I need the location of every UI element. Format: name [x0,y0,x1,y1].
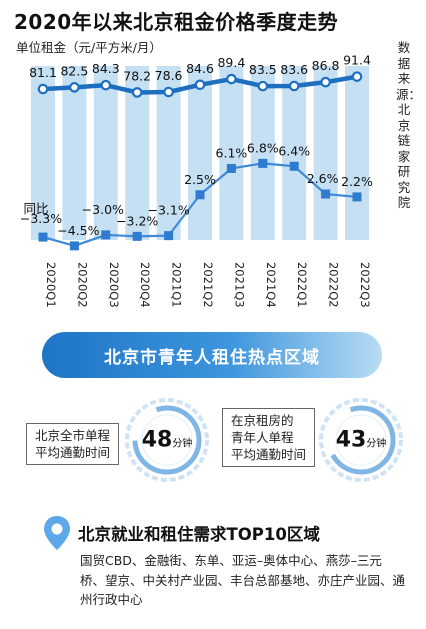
citywide-commute-gauge: 48 分钟 [124,397,210,483]
yoy-data-label: 6.4% [278,143,310,158]
x-tick-label: 2021Q2 [201,262,215,308]
location-pin-icon [44,516,70,550]
rent-point [288,80,300,92]
x-tick-label: 2020Q3 [107,262,121,308]
x-tick-label: 2021Q4 [264,262,278,308]
yoy-data-label: −4.5% [57,223,99,238]
yoy-point [69,241,79,251]
bar [250,66,275,240]
top10-list: 国贸CBD、金融街、东单、亚运–奥体中心、燕莎–三元桥、望京、中关村产业园、丰台… [80,553,406,607]
yoy-data-label: −3.1% [147,203,189,218]
yoy-data-label: 6.1% [216,145,248,160]
citywide-commute-value: 48 [141,427,173,453]
rent-point [351,71,363,82]
bar [313,66,338,240]
rent-data-label: 78.6 [155,68,183,83]
top10-title: 北京就业和租住需求TOP10区域 [78,525,320,544]
yoy-point [321,189,331,199]
young-renter-commute-value: 43 [335,427,367,453]
x-tick-label: 2020Q1 [44,262,58,308]
rent-data-label: 91.4 [343,53,371,68]
yoy-point [226,163,236,173]
yoy-point [101,230,111,240]
x-tick-label: 2022Q2 [327,262,341,308]
yoy-data-label: 2.2% [341,174,373,189]
yoy-data-label: −3.3% [20,211,62,226]
yoy-point [38,232,48,242]
rent-data-label: 83.6 [280,62,308,77]
rent-point [131,87,143,98]
rent-data-label: 84.3 [92,61,120,76]
young-renter-commute-label-line: 青年人单程 [231,430,294,445]
yoy-point [132,231,142,241]
yoy-series-label: 同比 [23,201,48,216]
x-tick-label: 2022Q3 [358,262,372,308]
bar [345,66,369,240]
rent-data-label: 83.5 [249,62,277,77]
rent-data-label: 81.1 [29,65,57,80]
x-tick-label: 2022Q1 [295,262,309,308]
rent-point [163,86,174,98]
x-tick-label: 2021Q1 [170,262,184,308]
citywide-commute-label-line: 平均通勤时间 [35,445,111,460]
young-renter-commute-label-line: 在京租房的 [231,413,294,428]
unit-label: 单位租金（元/平方米/月） [16,40,162,55]
yoy-data-label: 6.8% [247,140,279,155]
bar [62,66,87,240]
rent-data-label: 84.6 [186,61,214,76]
yoy-data-label: −3.2% [116,213,158,228]
section-banner: 北京市青年人租住热点区域 [42,332,382,378]
section-banner-text: 北京市青年人租住热点区域 [104,347,320,368]
bar [282,66,307,240]
rent-point [69,82,80,93]
rent-chart: 81.1 82.5 84.3 78.2 78.6 84.6 89.4 83.5 83.6 86.8… [20,53,373,308]
rent-point [257,80,269,92]
rent-point [37,83,49,95]
rent-point [194,79,206,91]
young-renter-commute-label-line: 平均通勤时间 [231,447,307,462]
yoy-data-label: 2.5% [184,172,216,187]
bar [188,66,212,240]
citywide-commute-unit: 分钟 [172,438,193,450]
gauge-ring-icon [319,398,403,482]
gauge-ring-icon [125,398,209,482]
rent-point [320,76,331,88]
rent-data-label: 78.2 [123,68,151,83]
yoy-point [289,161,299,171]
rent-point [226,73,237,85]
bar [93,66,118,240]
yoy-point [352,192,362,202]
rent-point [100,79,112,91]
citywide-commute-label: 北京全市单程 平均通勤时间 [26,423,120,465]
x-tick-label: 2021Q3 [232,262,246,308]
yoy-point [164,231,174,241]
yoy-data-label: −3.0% [82,202,124,217]
rent-data-label: 89.4 [217,55,245,70]
yoy-point [195,190,205,200]
x-tick-label: 2020Q2 [75,262,89,308]
x-tick-label: 2020Q4 [138,262,152,308]
young-renter-commute-unit: 分钟 [366,438,387,450]
bar [31,66,55,240]
bar [219,66,244,240]
yoy-point [258,158,268,168]
rent-data-label: 82.5 [60,63,88,78]
citywide-commute-label-line: 北京全市单程 [35,428,111,443]
page-title: 2020年以来北京租金价格季度走势 [14,10,339,34]
young-renter-commute-gauge: 43 分钟 [318,397,404,483]
rent-data-label: 86.8 [312,58,340,73]
yoy-data-label: 2.6% [307,171,339,186]
young-renter-commute-label: 在京租房的 青年人单程 平均通勤时间 [222,408,316,467]
